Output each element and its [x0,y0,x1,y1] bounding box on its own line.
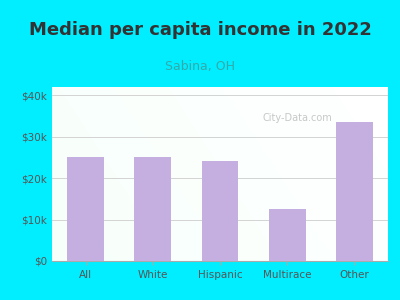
Bar [336,122,373,261]
Bar [134,157,171,261]
Text: City-Data.com: City-Data.com [262,113,332,123]
Bar [202,161,238,261]
Bar [269,209,306,261]
Text: Sabina, OH: Sabina, OH [165,60,235,73]
Bar [67,158,104,261]
Text: Median per capita income in 2022: Median per capita income in 2022 [28,21,372,39]
